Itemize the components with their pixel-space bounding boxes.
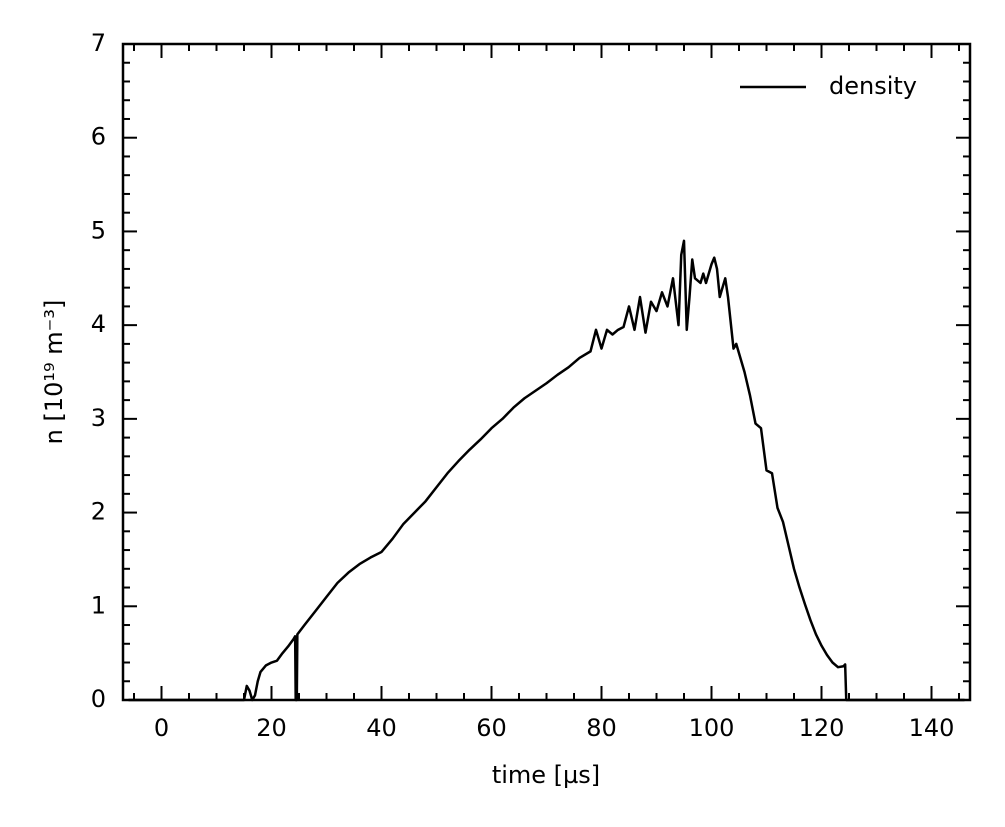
x-axis-label: time [µs] [492,761,600,789]
x-tick-label: 80 [586,714,617,742]
y-tick-label: 7 [91,29,106,57]
y-tick-label: 2 [91,498,106,526]
x-tick-label: 0 [154,714,169,742]
plot-frame [121,42,972,702]
data-line [128,239,965,702]
x-tick-label: 60 [476,714,507,742]
y-tick-label: 4 [91,310,106,338]
x-tick-label: 120 [799,714,845,742]
y-tick-label: 0 [91,685,106,713]
x-tick-label: 40 [366,714,397,742]
y-tick-label: 1 [91,591,106,619]
y-tick-label: 5 [91,216,106,244]
legend-label: density [829,72,917,100]
x-tick-label: 20 [256,714,287,742]
x-tick-label: 140 [909,714,955,742]
y-axis-label: n [10¹⁹ m⁻³] [40,300,68,445]
y-tick-label: 6 [91,123,106,151]
x-tick-label: 100 [689,714,735,742]
y-tick-label: 3 [91,404,106,432]
